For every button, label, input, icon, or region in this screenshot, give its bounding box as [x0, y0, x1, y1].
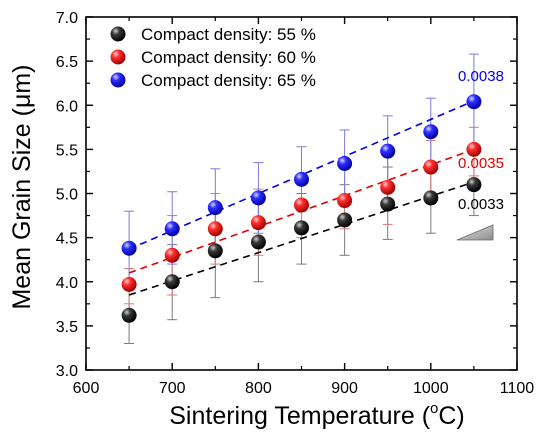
x-axis-title: Sintering Temperature (oC) — [169, 400, 465, 430]
data-point — [423, 124, 439, 140]
y-tick-label: 7.0 — [56, 10, 78, 27]
data-point — [466, 141, 482, 157]
x-tick-label: 700 — [159, 380, 186, 397]
data-point — [337, 212, 353, 228]
data-point — [423, 159, 439, 175]
data-point — [466, 177, 482, 193]
fit-line — [128, 100, 475, 250]
data-point — [380, 179, 396, 195]
data-point — [121, 240, 137, 256]
x-tick-label: 900 — [331, 380, 358, 397]
data-point — [164, 221, 180, 237]
data-point — [380, 196, 396, 212]
data-point — [250, 234, 266, 250]
slope-label: 0.0038 — [458, 68, 504, 85]
data-points-layer — [121, 94, 482, 323]
data-point — [466, 94, 482, 110]
legend: Compact density: 55 % Compact density: 60… — [110, 25, 316, 90]
data-point — [337, 193, 353, 209]
slope-label: 0.0033 — [458, 196, 504, 213]
x-axis-title-unit: C) — [438, 402, 464, 430]
legend-label: Compact density: 60 % — [141, 48, 316, 67]
fit-line — [128, 181, 475, 296]
slope-labels-layer: 0.0033 0.0035 0.0038 — [458, 68, 504, 213]
x-tick-label: 1100 — [500, 380, 535, 397]
y-axis-title: Mean Grain Size (μm) — [8, 64, 36, 309]
x-tick-label: 800 — [245, 380, 272, 397]
x-axis-title-degree: o — [430, 400, 438, 417]
data-point — [121, 276, 137, 292]
plot-frame-layer: 600 700 800 900 1000 1100 3.0 3.5 4.0 4.5 5.0 5.5 6.… — [56, 10, 535, 397]
data-point — [337, 155, 353, 171]
legend-label: Compact density: 65 % — [141, 71, 316, 90]
legend-label: Compact density: 55 % — [141, 25, 316, 44]
data-point — [250, 190, 266, 206]
data-point — [207, 221, 223, 237]
y-tick-label: 3.5 — [56, 319, 78, 336]
data-point — [250, 215, 266, 231]
data-point — [294, 171, 309, 187]
data-point — [207, 200, 223, 216]
slope-label: 0.0035 — [458, 155, 504, 172]
legend-marker — [110, 26, 126, 42]
y-tick-label: 6.0 — [56, 98, 78, 115]
x-tick-label: 600 — [73, 380, 100, 397]
y-tick-label: 6.5 — [56, 54, 78, 71]
x-axis-title-main: Sintering Temperature ( — [169, 402, 430, 430]
y-tick-label: 4.5 — [56, 231, 78, 248]
y-tick-label: 3.0 — [56, 363, 78, 380]
y-tick-label: 5.0 — [56, 187, 78, 204]
y-tick-label: 5.5 — [56, 142, 78, 159]
data-point — [380, 143, 396, 159]
legend-marker — [110, 49, 126, 65]
slope-triangle-icon — [456, 224, 494, 241]
legend-marker — [110, 72, 126, 88]
x-tick-label: 1000 — [413, 380, 449, 397]
data-point — [164, 247, 180, 263]
data-point — [207, 243, 223, 259]
data-point — [294, 197, 309, 213]
data-point — [164, 274, 180, 290]
data-point — [423, 190, 439, 206]
y-tick-label: 4.0 — [56, 275, 78, 292]
data-point — [121, 307, 137, 323]
data-point — [294, 220, 309, 236]
